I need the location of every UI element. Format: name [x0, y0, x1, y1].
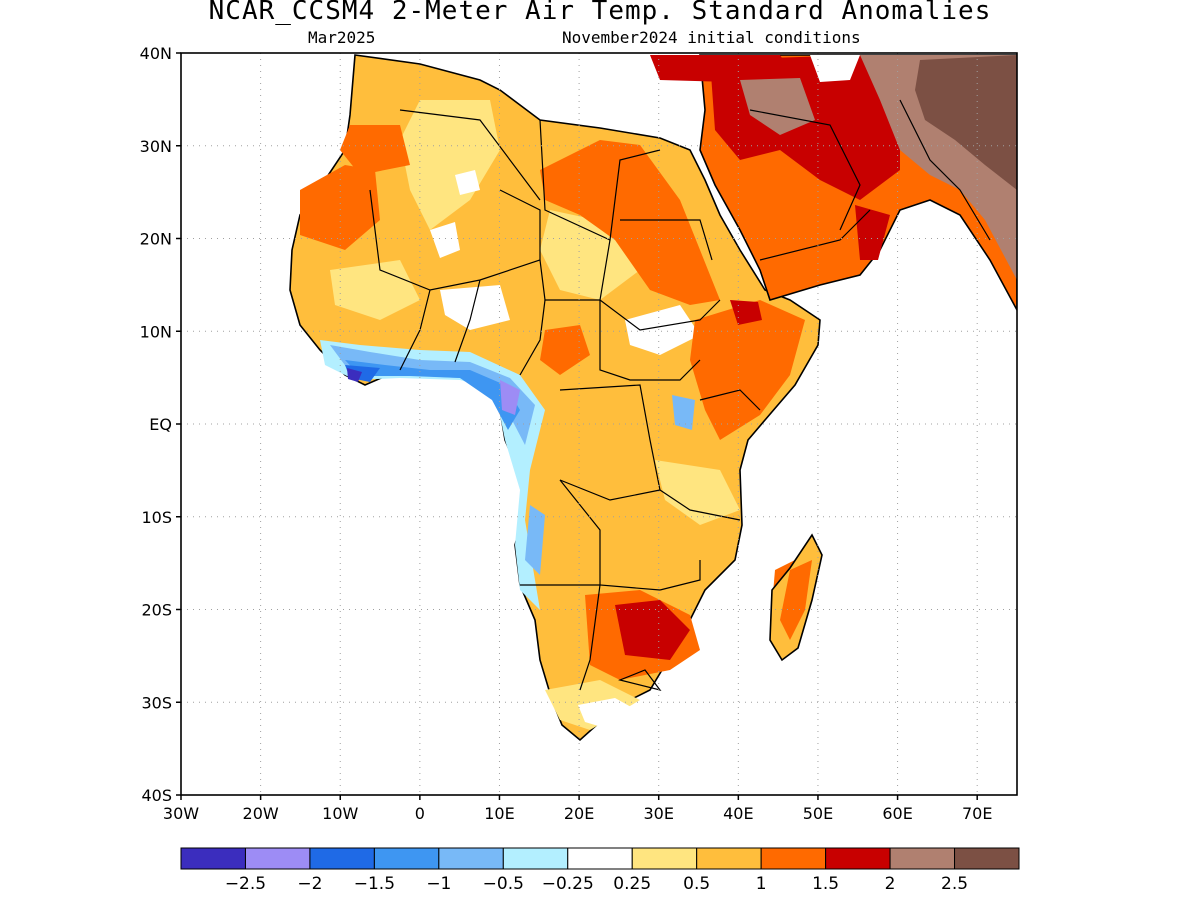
colorbar-swatch [760, 847, 827, 870]
lon-tick-label: 40E [723, 804, 753, 823]
colorbar-label: −2.5 [225, 874, 266, 894]
anomaly-patch [347, 368, 362, 382]
lon-tick-label: 60E [882, 804, 912, 823]
lat-tick-label: 20N [140, 230, 172, 249]
colorbar-label: 2 [885, 874, 896, 894]
lon-tick-label: 10W [322, 804, 358, 823]
colorbar-swatch [438, 847, 504, 870]
colorbar-swatch [244, 847, 311, 870]
lat-axis: 40N 30N 20N 10N EQ 10S 20S 30S 40S [140, 44, 181, 805]
anomaly-patch [430, 222, 460, 258]
lon-tick-label: 30E [643, 804, 673, 823]
lat-tick-label: 10S [141, 508, 172, 527]
country-borders [369, 99, 991, 691]
colorbar-swatch [502, 847, 569, 870]
lon-tick-label: 0 [415, 804, 425, 823]
map-area [181, 53, 1017, 795]
colorbar: −2.5 −2 −1.5 −1 −0.5 −0.25 0.25 0.5 1 1.5 2 2.5 [180, 847, 1020, 894]
lat-tick-label: 10N [140, 322, 172, 341]
lat-tick-label: EQ [149, 415, 172, 434]
anomaly-patch [740, 78, 815, 135]
colorbar-label: −2 [297, 874, 322, 894]
anomaly-patch [690, 300, 805, 440]
lat-tick-label: 40S [141, 786, 172, 805]
lon-tick-label: 10E [484, 804, 514, 823]
lon-tick-label: 70E [962, 804, 992, 823]
colorbar-swatch [309, 847, 375, 870]
anomaly-patch [525, 505, 545, 575]
anomaly-patch [730, 300, 762, 325]
colorbar-swatch [825, 847, 891, 870]
colorbar-label: −0.5 [483, 874, 524, 894]
anomaly-patch [810, 55, 860, 82]
colorbar-label: 0.25 [613, 874, 651, 894]
colorbar-label: −0.25 [542, 874, 594, 894]
colorbar-swatch [180, 847, 246, 870]
lat-tick-label: 30N [140, 137, 172, 156]
lon-tick-label: 30W [163, 804, 199, 823]
anomaly-patch [672, 395, 695, 430]
anomaly-patch [615, 600, 690, 660]
colorbar-swatch [373, 847, 440, 870]
lat-tick-label: 20S [141, 601, 172, 620]
lat-tick-label: 40N [140, 44, 172, 63]
colorbar-label: 2.5 [941, 874, 968, 894]
lat-tick-label: 30S [141, 693, 172, 712]
initial-conditions: November2024 initial conditions [562, 28, 861, 47]
anomaly-patch [780, 560, 812, 640]
map-title: NCAR_CCSM4 2-Meter Air Temp. Standard An… [208, 0, 992, 26]
colorbar-label: −1 [426, 874, 451, 894]
colorbar-label: 1 [756, 874, 767, 894]
anomaly-patch [320, 340, 545, 610]
colorbar-swatch [567, 847, 633, 870]
lon-axis: 30W 20W 10W 0 10E 20E 30E 40E 50E 60E 70E [163, 795, 992, 823]
anomaly-patch [500, 380, 520, 415]
forecast-month: Mar2025 [308, 28, 376, 47]
colorbar-label: 0.5 [683, 874, 710, 894]
map-grid [181, 53, 1017, 795]
anomaly-patch [655, 460, 740, 525]
anomaly-patch [915, 55, 1017, 190]
lon-tick-label: 20W [243, 804, 279, 823]
anomaly-patch [340, 125, 410, 175]
anomaly-patch [400, 100, 500, 230]
colorbar-label: 1.5 [812, 874, 839, 894]
anomaly-patch [540, 140, 720, 305]
anomaly-patch [855, 205, 890, 260]
colorbar-swatch [631, 847, 698, 870]
lon-tick-label: 20E [564, 804, 594, 823]
colorbar-swatch [954, 847, 1020, 870]
colorbar-label: −1.5 [354, 874, 395, 894]
anomaly-patch [330, 260, 420, 320]
anomaly-patch [440, 285, 510, 330]
anomaly-patch [300, 165, 380, 250]
anomaly-patch [540, 325, 590, 375]
colorbar-swatch [889, 847, 956, 870]
anomaly-patch [578, 698, 640, 728]
anomaly-patch [345, 360, 520, 430]
anomaly-patch [625, 305, 700, 355]
anomaly-patch [455, 170, 480, 195]
lon-tick-label: 50E [803, 804, 833, 823]
colorbar-swatch [696, 847, 762, 870]
